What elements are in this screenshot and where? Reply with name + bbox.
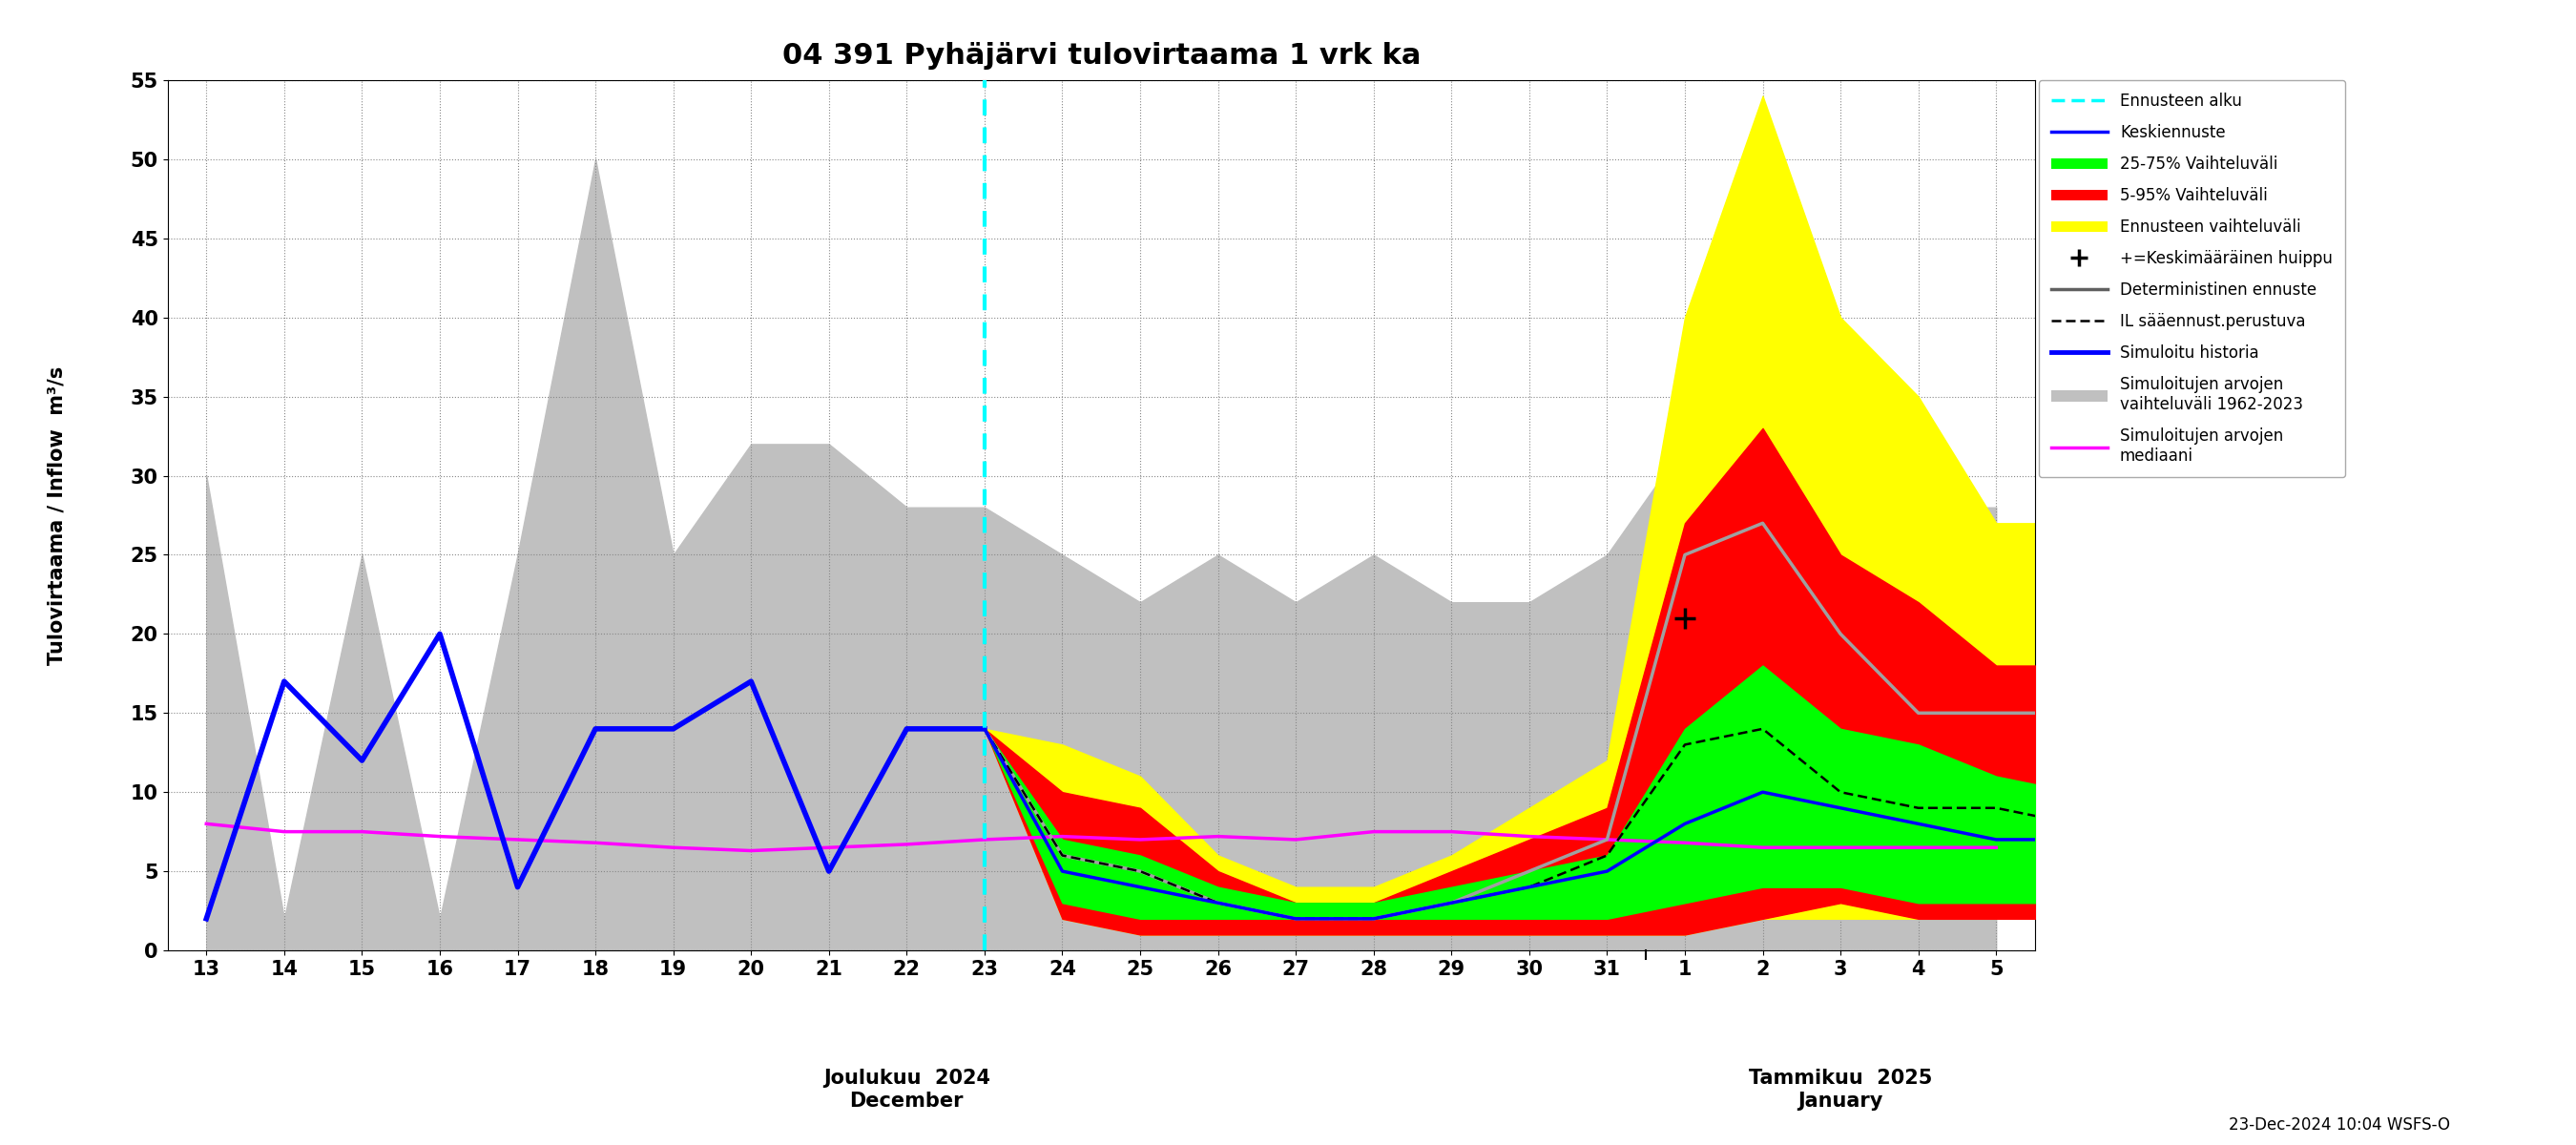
Legend: Ennusteen alku, Keskiennuste, 25-75% Vaihteluväli, 5-95% Vaihteluväli, Ennusteen: Ennusteen alku, Keskiennuste, 25-75% Vai… <box>2038 80 2344 477</box>
Text: 23-Dec-2024 10:04 WSFS-O: 23-Dec-2024 10:04 WSFS-O <box>2228 1116 2450 1134</box>
Title: 04 391 Pyhäjärvi tulovirtaama 1 vrk ka: 04 391 Pyhäjärvi tulovirtaama 1 vrk ka <box>783 42 1419 70</box>
Text: Joulukuu  2024
December: Joulukuu 2024 December <box>824 1069 989 1111</box>
Text: Tulovirtaama / Inflow  m³/s: Tulovirtaama / Inflow m³/s <box>46 365 67 665</box>
Text: Tammikuu  2025
January: Tammikuu 2025 January <box>1749 1069 1932 1111</box>
